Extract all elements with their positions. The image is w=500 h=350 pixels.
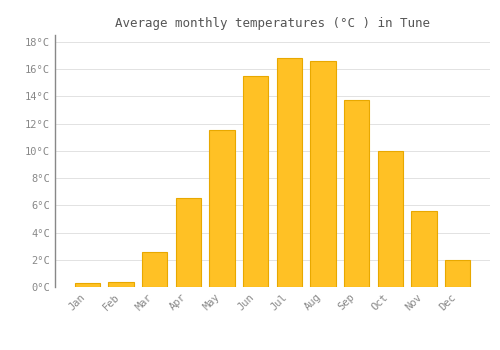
Bar (243, 76, 268, 287)
Title: Average monthly temperatures (°C ) in Tune: Average monthly temperatures (°C ) in Tu… (115, 17, 430, 30)
Bar (108, 281, 134, 287)
Bar (210, 130, 234, 287)
Bar (412, 211, 436, 287)
Bar (378, 151, 403, 287)
Bar (75, 283, 100, 287)
Bar (445, 260, 470, 287)
Bar (276, 58, 302, 287)
Bar (176, 198, 201, 287)
Bar (344, 100, 370, 287)
Bar (310, 61, 336, 287)
Bar (142, 252, 168, 287)
